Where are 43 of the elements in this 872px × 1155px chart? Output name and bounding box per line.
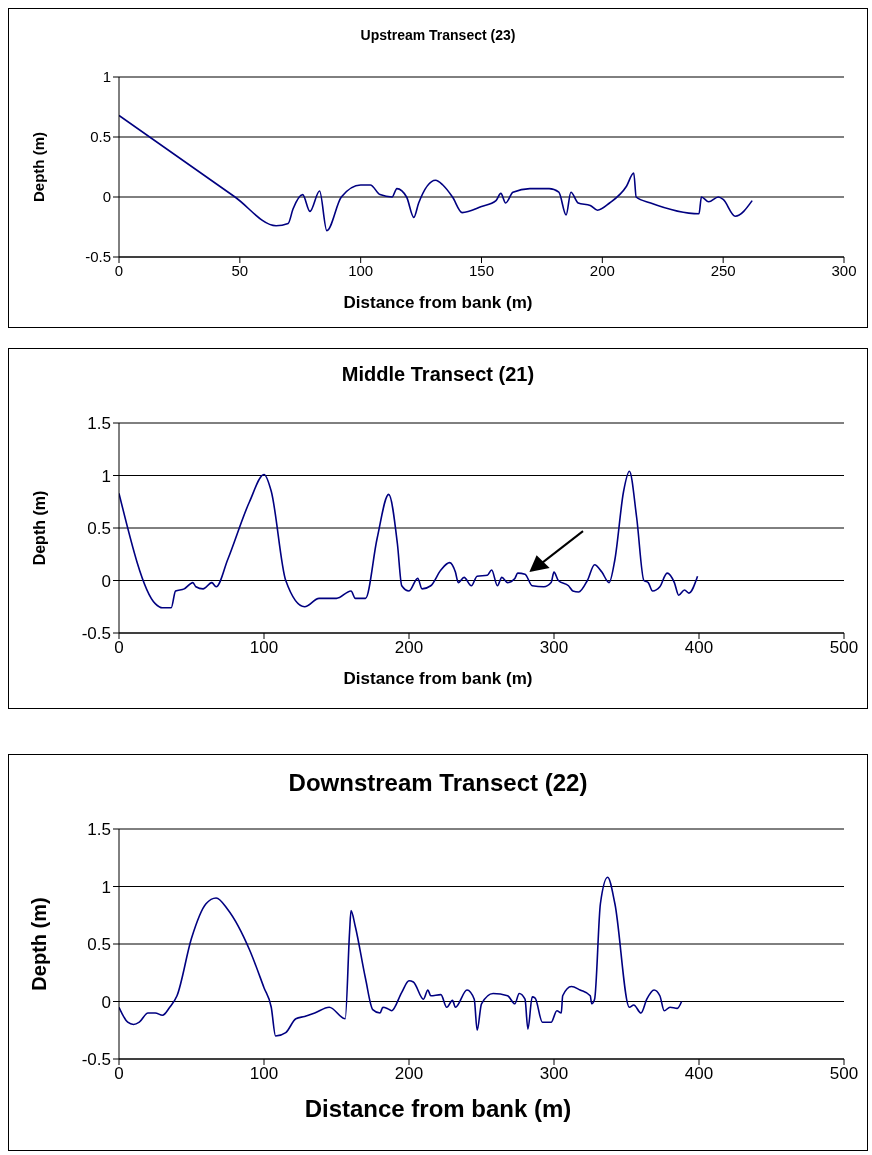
y-tick-label: 1.5	[87, 820, 111, 840]
y-tick-label: 0.5	[90, 128, 111, 146]
x-axis-title: Distance from bank (m)	[342, 669, 534, 689]
x-axis-title: Distance from bank (m)	[342, 293, 534, 313]
x-tick-label: 200	[589, 261, 615, 279]
y-tick-label: 1.5	[87, 414, 111, 434]
y-tick-label: 0	[101, 992, 111, 1012]
x-tick-label: 200	[394, 638, 424, 658]
x-axis-title: Distance from bank (m)	[303, 1095, 573, 1123]
x-tick-label: 0	[114, 261, 124, 279]
x-tick-label: 150	[468, 261, 495, 279]
chart-title: Upstream Transect (23)	[359, 26, 517, 45]
y-tick-label: -0.5	[81, 1050, 111, 1070]
line-series	[119, 470, 699, 609]
chart-title: Middle Transect (21)	[340, 362, 536, 387]
y-tick-label: 1	[102, 68, 111, 86]
y-tick-label: 0	[102, 188, 111, 206]
x-tick-label: 300	[831, 261, 857, 279]
x-tick-label: 400	[684, 638, 714, 658]
y-tick-label: 0	[101, 571, 111, 591]
x-tick-label: 100	[249, 1064, 279, 1084]
x-tick-label: 300	[539, 1064, 569, 1084]
x-tick-label: 400	[684, 1064, 714, 1084]
y-tick-label: 1	[101, 466, 111, 486]
y-tick-label: -0.5	[85, 248, 111, 266]
y-tick-label: -0.5	[81, 624, 111, 644]
x-tick-label: 50	[231, 261, 249, 279]
y-axis-title: Depth (m)	[30, 490, 48, 566]
y-axis-title: Depth (m)	[30, 132, 48, 202]
x-tick-label: 300	[539, 638, 569, 658]
x-tick-label: 200	[394, 1064, 424, 1084]
y-tick-label: 0.5	[87, 519, 111, 539]
y-tick-label: 0.5	[87, 935, 111, 955]
y-tick-label: 1	[101, 877, 111, 897]
x-tick-label: 250	[710, 261, 736, 279]
line-series	[119, 876, 683, 1037]
line-series	[119, 114, 753, 232]
x-tick-label: 500	[829, 638, 859, 658]
x-tick-label: 100	[348, 261, 374, 279]
x-tick-label: 100	[249, 638, 279, 658]
chart-title: Downstream Transect (22)	[287, 768, 589, 798]
y-axis-title: Depth (m)	[28, 897, 51, 991]
x-tick-label: 500	[829, 1064, 859, 1084]
